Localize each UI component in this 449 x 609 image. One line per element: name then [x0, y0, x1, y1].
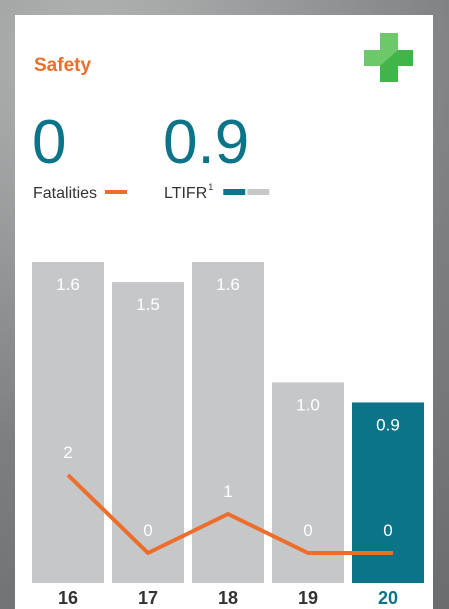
line-value-label: 0 — [143, 521, 152, 540]
kpi-label: Fatalities — [33, 185, 97, 202]
legend-swatch — [247, 189, 269, 195]
bar-value-label: 1.0 — [296, 395, 320, 414]
footnote-mark: 1 — [208, 182, 213, 192]
legend-swatch — [105, 190, 127, 194]
x-tick-label: 19 — [298, 588, 318, 608]
bar-value-label: 1.5 — [136, 295, 160, 314]
x-tick-label: 16 — [58, 588, 78, 608]
bar — [32, 262, 104, 583]
x-tick-label: 17 — [138, 588, 158, 608]
bar-value-label: 1.6 — [216, 275, 240, 294]
bar-value-label: 0.9 — [376, 415, 400, 434]
chart: Safety 0Fatalities0.9LTIFR11.6161.5171.6… — [0, 0, 449, 609]
bar-value-label: 1.6 — [56, 275, 80, 294]
line-value-label: 0 — [303, 521, 312, 540]
line-value-label: 0 — [383, 521, 392, 540]
line-value-label: 2 — [63, 443, 72, 462]
legend-swatch — [223, 189, 245, 195]
x-tick-label: 20 — [378, 588, 398, 608]
bar — [192, 262, 264, 583]
kpi-label: LTIFR — [164, 185, 207, 202]
kpi-value: 0.9 — [163, 108, 249, 177]
x-tick-label: 18 — [218, 588, 238, 608]
chart-title: Safety — [34, 55, 91, 76]
line-value-label: 1 — [223, 482, 232, 501]
kpi-value: 0 — [32, 108, 66, 177]
